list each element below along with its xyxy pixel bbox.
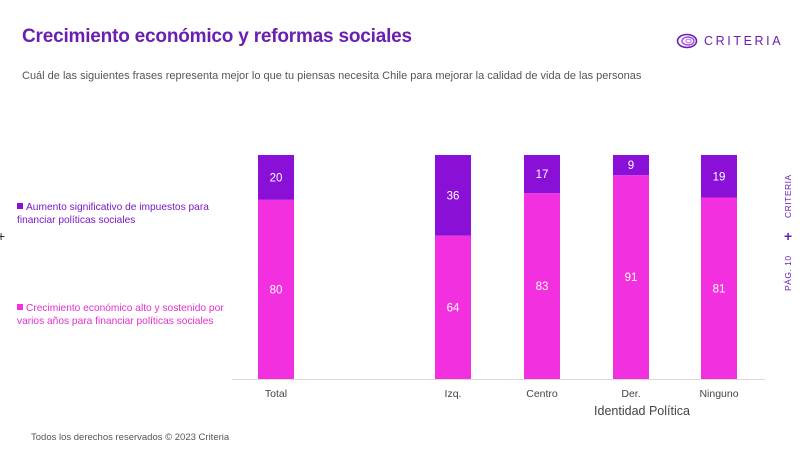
x-tick-label-centro: Centro <box>526 388 558 400</box>
legend-label-impuestos: Aumento significativo de impuestos para … <box>17 202 209 226</box>
legend-swatch-purple <box>17 203 23 209</box>
bar-impuestos-der <box>613 155 649 176</box>
criteria-logo-icon <box>676 33 698 49</box>
bar-impuestos-centro <box>524 155 560 194</box>
data-label-impuestos-ninguno: 19 <box>713 171 726 183</box>
x-axis-title: Identidad Política <box>594 404 690 418</box>
bar-impuestos-ninguno <box>701 155 737 198</box>
x-tick-label-total: Total <box>265 388 287 400</box>
footer-copyright: Todos los derechos reservados © 2023 Cri… <box>31 432 230 443</box>
bar-crecimiento-der <box>613 175 649 379</box>
data-label-impuestos-der: 9 <box>628 160 634 172</box>
data-label-impuestos-total: 20 <box>270 172 283 184</box>
bar-impuestos-izq <box>435 155 471 236</box>
data-label-crecimiento-centro: 83 <box>536 281 549 293</box>
logo-text: CRITERIA <box>704 34 784 48</box>
bar-crecimiento-centro <box>524 193 560 379</box>
page-title: Crecimiento económico y reformas sociale… <box>22 26 412 47</box>
x-tick-label-ninguno: Ninguno <box>699 388 738 400</box>
data-label-crecimiento-der: 91 <box>625 272 638 284</box>
page-subtitle: Cuál de las siguientes frases representa… <box>22 70 642 82</box>
bar-crecimiento-ninguno <box>701 197 737 379</box>
bar-impuestos-total <box>258 155 294 200</box>
data-label-crecimiento-izq: 64 <box>447 302 460 314</box>
legend-item-crecimiento: Crecimiento económico alto y sostenido p… <box>17 303 232 328</box>
bar-crecimiento-izq <box>435 235 471 379</box>
data-label-impuestos-centro: 17 <box>536 169 549 181</box>
legend-item-impuestos: Aumento significativo de impuestos para … <box>17 202 232 227</box>
data-label-crecimiento-total: 80 <box>270 284 283 296</box>
plus-icon-right: + <box>784 228 793 244</box>
bar-crecimiento-total <box>258 199 294 379</box>
x-tick-label-der: Der. <box>621 388 640 400</box>
data-label-crecimiento-ninguno: 81 <box>713 283 726 295</box>
data-label-impuestos-izq: 36 <box>447 190 460 202</box>
legend-label-crecimiento: Crecimiento económico alto y sostenido p… <box>17 303 224 327</box>
legend-swatch-pink <box>17 304 23 310</box>
x-tick-label-izq: Izq. <box>445 388 462 400</box>
criteria-logo: CRITERIA <box>676 33 783 49</box>
plus-icon-left: + <box>0 228 6 244</box>
